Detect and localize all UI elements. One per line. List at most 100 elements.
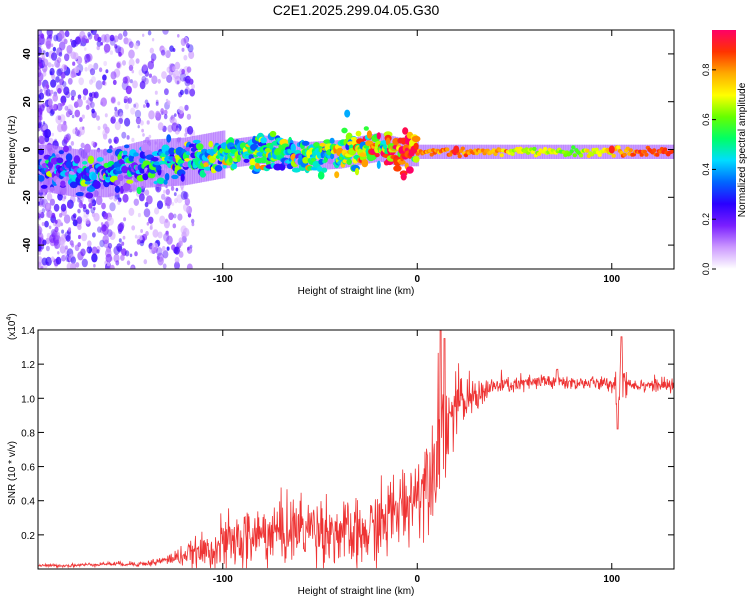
heatmap-cell	[301, 140, 310, 146]
snr-y-tick-label: 0.6	[21, 463, 35, 474]
heatmap-speckle	[90, 30, 97, 35]
heatmap-speckle	[77, 242, 81, 248]
heatmap-cell	[597, 153, 602, 157]
snr-x-ticks: -100 0 100	[213, 330, 621, 585]
heatmap-speckle	[173, 192, 177, 197]
heatmap-speckle	[45, 40, 51, 49]
heatmap-speckle	[51, 132, 54, 137]
chart-title: C2E1.2025.299.04.05.G30	[273, 2, 440, 18]
heatmap-cell	[499, 153, 504, 158]
heatmap-speckle	[44, 220, 49, 228]
heatmap-cell	[536, 151, 542, 156]
snr-scale-label: (x104)	[6, 313, 18, 340]
heatmap-speckle	[74, 109, 81, 118]
heatmap-speckle	[78, 77, 84, 86]
heatmap-speckle	[163, 114, 168, 120]
heatmap-speckle	[146, 120, 150, 125]
heatmap-cell	[327, 158, 334, 165]
heatmap-speckle	[113, 253, 120, 263]
heatmap-speckle	[95, 80, 103, 90]
heatmap-speckle	[67, 202, 72, 209]
heatmap-cell	[222, 164, 227, 169]
heatmap-speckle	[38, 61, 43, 70]
heatmap-speckle	[116, 243, 123, 252]
heatmap-speckle	[52, 94, 58, 102]
heatmap-speckle	[93, 263, 96, 268]
heatmap-cell	[493, 152, 498, 156]
heatmap-speckle	[61, 229, 65, 234]
heatmap-speckle	[147, 30, 152, 36]
heatmap-speckle	[85, 209, 90, 215]
heatmap-speckle	[177, 34, 180, 38]
heatmap-cell	[106, 148, 113, 154]
heatmap-speckle	[114, 106, 118, 111]
heatmap-speckle	[78, 71, 82, 76]
snr-panel: -100 0 100 0.2 0.4 0.6 0.8 1.0 1.2 1.4 Height of…	[6, 313, 675, 597]
heatmap-cell	[316, 166, 323, 172]
heatmap-speckle	[95, 195, 103, 206]
heatmap-cell	[139, 167, 146, 174]
heatmap-speckle	[133, 103, 137, 108]
spectrogram-y-ticks: -40 -20 0 20 40	[22, 48, 674, 252]
heatmap-speckle	[38, 223, 41, 231]
heatmap-cell	[91, 172, 97, 181]
heatmap-cell	[412, 155, 420, 163]
heatmap-speckle	[129, 253, 133, 258]
heatmap-cell	[255, 162, 260, 170]
heatmap-speckle	[171, 66, 176, 72]
heatmap-speckle	[189, 244, 193, 249]
heatmap-cell	[40, 184, 48, 189]
heatmap-speckle	[56, 68, 62, 77]
heatmap-speckle	[71, 214, 76, 222]
heatmap-cell	[214, 165, 223, 172]
heatmap-speckle	[113, 196, 118, 202]
heatmap-cell	[114, 185, 121, 193]
heatmap-speckle	[91, 246, 98, 255]
heatmap-speckle	[152, 229, 159, 238]
heatmap-speckle	[80, 248, 86, 257]
heatmap-speckle	[183, 77, 187, 82]
snr-y-tick-label: 0.2	[21, 531, 35, 542]
heatmap-speckle	[162, 250, 169, 259]
heatmap-cell	[203, 162, 209, 168]
heatmap-speckle	[56, 84, 63, 94]
heatmap-cell	[628, 148, 633, 153]
heatmap-speckle	[164, 88, 169, 96]
heatmap-speckle	[100, 34, 107, 43]
spectrogram-x-tick-label: 0	[414, 274, 420, 285]
heatmap-speckle	[143, 104, 146, 108]
heatmap-speckle	[109, 202, 116, 212]
heatmap-speckle	[141, 75, 147, 83]
heatmap-speckle	[54, 226, 59, 233]
heatmap-speckle	[85, 218, 90, 225]
heatmap-speckle	[76, 216, 83, 225]
heatmap-speckle	[45, 245, 50, 252]
heatmap-speckle	[38, 212, 41, 219]
heatmap-speckle	[56, 47, 63, 56]
heatmap-cell	[243, 158, 250, 163]
heatmap-cell	[171, 174, 179, 180]
heatmap-speckle	[77, 94, 82, 100]
heatmap-speckle	[134, 234, 138, 239]
heatmap-speckle	[181, 68, 186, 75]
heatmap-speckle	[45, 51, 50, 58]
heatmap-cell	[249, 158, 256, 166]
heatmap-speckle	[50, 79, 57, 88]
heatmap-speckle	[51, 63, 54, 68]
heatmap-speckle	[117, 33, 123, 40]
heatmap-cell	[38, 175, 45, 182]
heatmap-cell	[82, 161, 88, 165]
heatmap-speckle	[143, 208, 151, 218]
heatmap-speckle	[180, 225, 187, 235]
heatmap-speckle	[178, 240, 183, 247]
heatmap-speckle	[38, 201, 41, 207]
heatmap-speckle	[148, 110, 155, 120]
heatmap-speckle	[97, 125, 101, 131]
heatmap-speckle	[42, 239, 47, 246]
heatmap-speckle	[123, 95, 129, 103]
heatmap-cell	[543, 147, 548, 151]
heatmap-cell	[63, 145, 69, 153]
heatmap-band	[47, 144, 51, 193]
heatmap-speckle	[40, 88, 43, 93]
heatmap-speckle	[86, 245, 93, 254]
